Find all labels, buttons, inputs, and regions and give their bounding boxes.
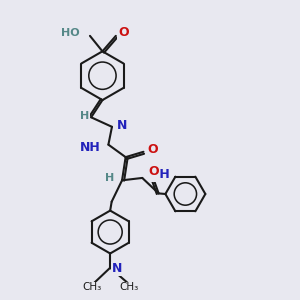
Text: H: H	[80, 111, 89, 122]
Text: NH: NH	[80, 140, 101, 154]
Text: N: N	[112, 262, 122, 275]
Text: CH₃: CH₃	[120, 282, 139, 292]
Text: H: H	[105, 173, 114, 183]
Text: O: O	[118, 26, 129, 39]
Text: O: O	[147, 143, 158, 156]
Text: NH: NH	[150, 169, 170, 182]
Text: HO: HO	[61, 28, 80, 38]
Text: CH₃: CH₃	[83, 282, 102, 292]
Text: O: O	[148, 165, 159, 178]
Text: N: N	[117, 119, 127, 132]
